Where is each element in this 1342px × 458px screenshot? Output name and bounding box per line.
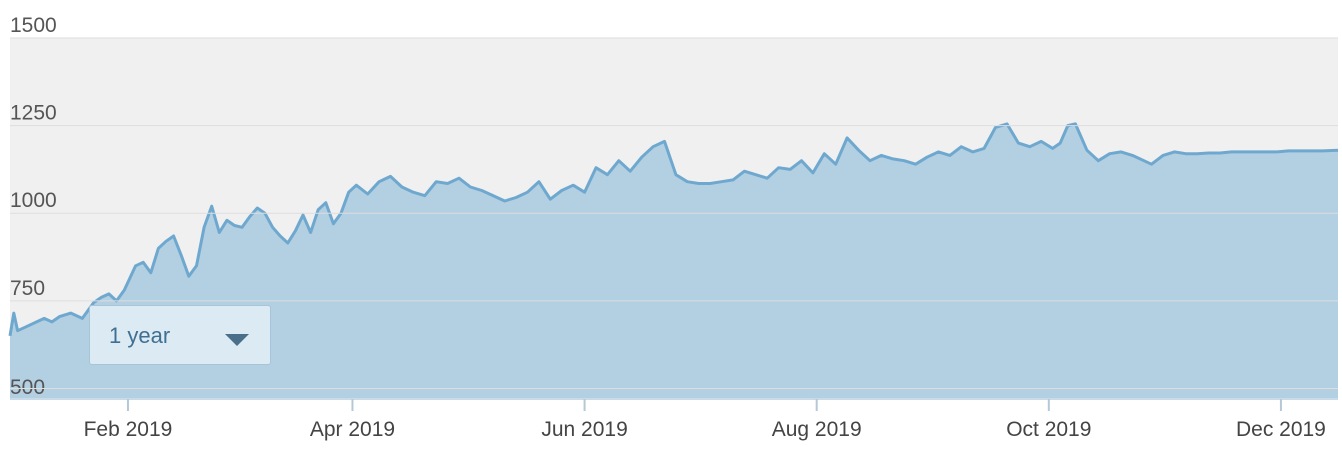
y-tick-label: 750 bbox=[10, 277, 45, 300]
range-select-dropdown[interactable]: 1 year bbox=[89, 305, 271, 365]
x-tick-label: Dec 2019 bbox=[1236, 418, 1326, 441]
y-tick-label: 1000 bbox=[10, 189, 57, 212]
x-tick-label: Oct 2019 bbox=[1006, 418, 1091, 441]
chevron-down-icon bbox=[225, 334, 249, 346]
x-tick-label: Feb 2019 bbox=[84, 418, 173, 441]
x-tick-label: Apr 2019 bbox=[310, 418, 395, 441]
series-line bbox=[8, 122, 1339, 337]
x-tick-label: Jun 2019 bbox=[541, 418, 627, 441]
y-tick-label: 1250 bbox=[10, 102, 57, 125]
range-select-label: 1 year bbox=[109, 323, 171, 348]
series-area bbox=[10, 123, 1338, 400]
x-axis-ticks: Feb 2019 Apr 2019 Jun 2019 Aug 2019 Oct 2019… bbox=[84, 399, 1326, 441]
y-tick-label: 1500 bbox=[10, 14, 57, 37]
x-tick-label: Aug 2019 bbox=[772, 418, 862, 441]
gridlines bbox=[10, 37, 1338, 389]
y-axis-ticks: 500 750 1000 1250 1500 bbox=[10, 14, 57, 399]
y-tick-label: 500 bbox=[10, 376, 45, 399]
